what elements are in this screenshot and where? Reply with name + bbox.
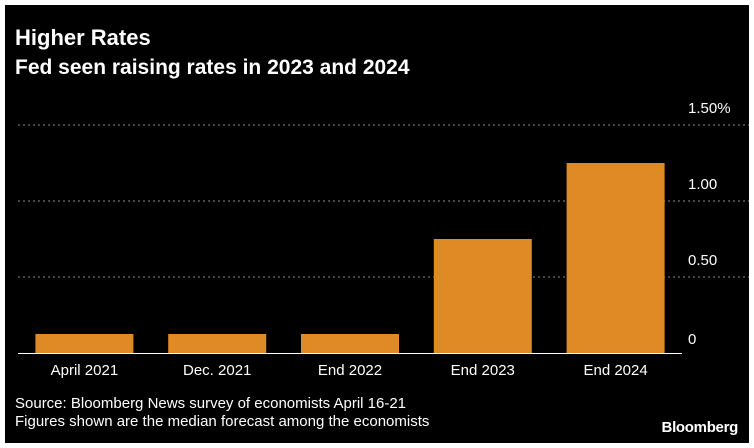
bar	[301, 334, 399, 353]
y-tick-label: 0.50	[688, 252, 717, 269]
x-tick-label: April 2021	[51, 362, 119, 379]
bar	[433, 239, 532, 353]
x-tick-label: Dec. 2021	[183, 362, 251, 379]
bar	[35, 334, 134, 353]
x-tick-label: End 2023	[451, 362, 515, 379]
bar	[168, 334, 267, 353]
chart-title: Higher Rates	[15, 25, 151, 50]
chart-subtitle: Fed seen raising rates in 2023 and 2024	[15, 56, 410, 79]
chart-footer: Source: Bloomberg News survey of economi…	[15, 395, 429, 431]
bloomberg-logo: Bloomberg	[661, 419, 739, 436]
bar	[566, 163, 665, 353]
y-tick-label: 1.50%	[688, 100, 731, 117]
x-tick-label: End 2024	[583, 362, 647, 379]
x-tick-label: End 2022	[318, 362, 382, 379]
source-note: Source: Bloomberg News survey of economi…	[15, 395, 407, 412]
figures-note: Figures shown are the median forecast am…	[15, 413, 430, 430]
y-tick-label: 1.00	[688, 176, 717, 193]
y-tick-label: 0	[688, 331, 696, 348]
